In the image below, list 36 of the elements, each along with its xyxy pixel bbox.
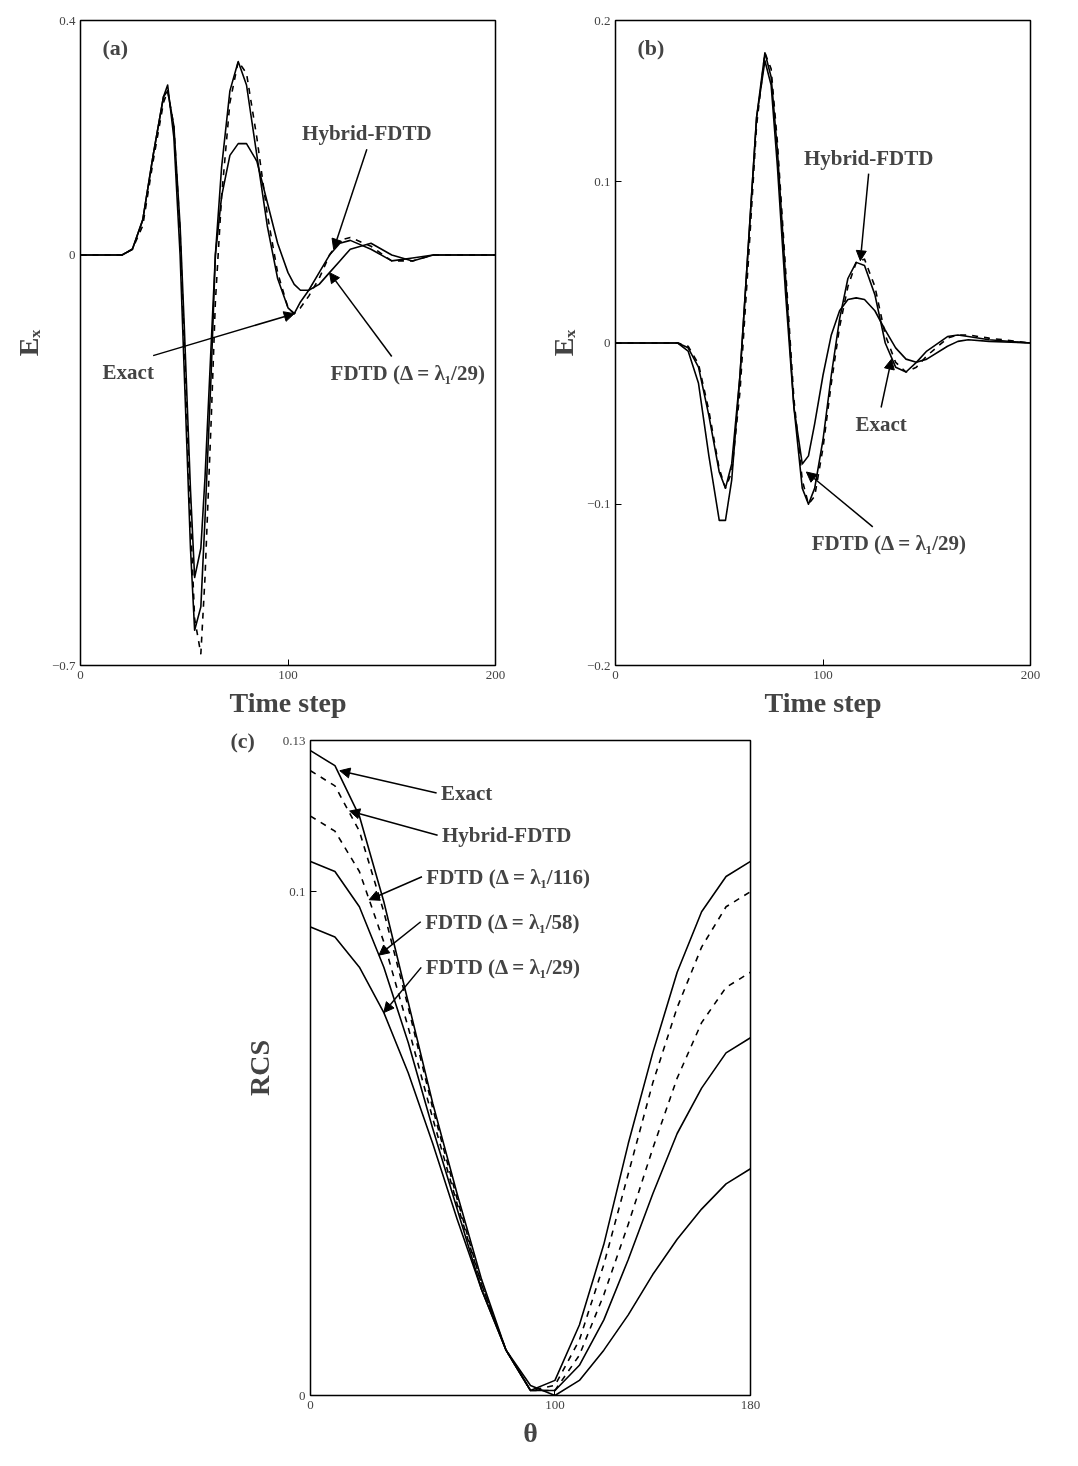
x-tick-label: 100 [813, 666, 833, 682]
annotation: FDTD (Δ = λ₁/116) [426, 864, 591, 889]
y-tick-label: 0 [69, 247, 76, 263]
annotation: Exact [855, 411, 907, 436]
annotation: Hybrid-FDTD [803, 145, 934, 170]
x-tick-label: 200 [485, 666, 506, 682]
y-axis-title: Eₓ [547, 328, 579, 357]
y-tick-label: −0.7 [51, 657, 76, 673]
y-tick-label: 0 [604, 335, 611, 350]
text: (c) [230, 727, 255, 753]
y-tick-label: −0.2 [586, 657, 611, 673]
x-axis-title: θ [523, 1416, 538, 1448]
x-tick-label: 200 [1020, 666, 1041, 682]
annotation: Exact [441, 781, 493, 805]
x-tick-label: 180 [740, 1396, 761, 1412]
annotation: FDTD (Δ = λ₁/29) [425, 955, 580, 980]
y-tick-label: 0.4 [59, 12, 76, 28]
x-tick-label: 100 [545, 1396, 565, 1412]
y-tick-label: 0.13 [282, 732, 306, 748]
annotation: FDTD (Δ = λ₁/29) [811, 530, 966, 555]
x-axis-title: Time step [229, 686, 347, 718]
annotation: FDTD (Δ = λ₁/29) [330, 360, 485, 385]
y-tick-label: 0.2 [594, 12, 611, 28]
annotation: Hybrid-FDTD [442, 823, 572, 848]
y-tick-label: −0.1 [586, 496, 611, 512]
x-axis-title: Time step [764, 686, 882, 718]
annotation: FDTD (Δ = λ₁/58) [425, 909, 580, 934]
y-tick-label: 0.1 [289, 883, 306, 899]
annotation: Hybrid-FDTD [302, 121, 432, 146]
annotation: (b) [637, 34, 665, 60]
y-axis-title: RCS [243, 1039, 275, 1097]
annotation: (a) [102, 34, 129, 60]
x-tick-label: 100 [278, 666, 298, 682]
y-tick-label: 0.1 [594, 173, 611, 189]
y-axis-title: Eₓ [12, 328, 44, 357]
annotation: Exact [102, 359, 154, 384]
